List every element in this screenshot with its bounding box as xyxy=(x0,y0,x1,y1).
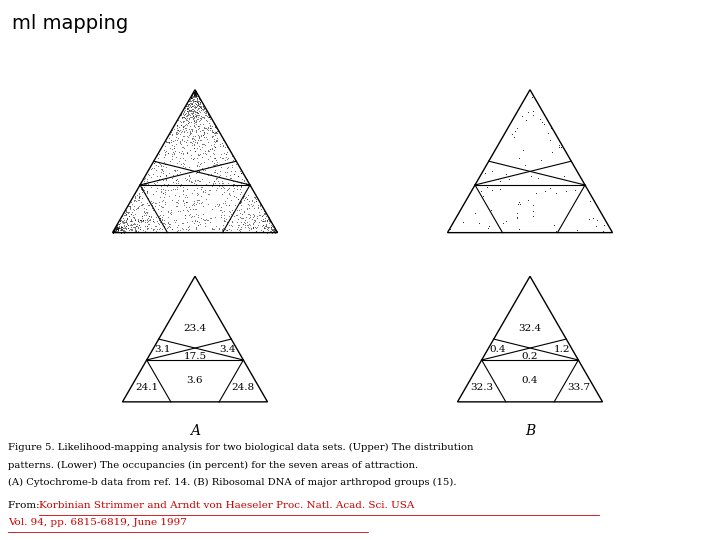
Text: Vol. 94, pp. 6815-6819, June 1997: Vol. 94, pp. 6815-6819, June 1997 xyxy=(8,518,187,527)
Text: 3.6: 3.6 xyxy=(186,376,203,386)
Text: 3.4: 3.4 xyxy=(219,345,235,354)
Text: 23.4: 23.4 xyxy=(184,323,207,333)
Text: 0.4: 0.4 xyxy=(490,345,506,354)
Text: 17.5: 17.5 xyxy=(184,352,207,361)
Text: 33.7: 33.7 xyxy=(567,383,590,393)
Text: A: A xyxy=(190,424,200,438)
Text: 0.4: 0.4 xyxy=(522,376,539,386)
Text: 32.3: 32.3 xyxy=(470,383,493,393)
Text: 0.2: 0.2 xyxy=(522,352,539,361)
Text: ml mapping: ml mapping xyxy=(12,14,128,33)
Text: 24.1: 24.1 xyxy=(135,383,158,393)
Text: 32.4: 32.4 xyxy=(518,323,541,333)
Text: Figure 5. Likelihood-mapping analysis for two biological data sets. (Upper) The : Figure 5. Likelihood-mapping analysis fo… xyxy=(8,443,474,452)
Text: (A) Cytochrome-b data from ref. 14. (B) Ribosomal DNA of major arthropod groups : (A) Cytochrome-b data from ref. 14. (B) … xyxy=(8,478,456,487)
Text: From:: From: xyxy=(8,501,43,510)
Text: patterns. (Lower) The occupancies (in percent) for the seven areas of attraction: patterns. (Lower) The occupancies (in pe… xyxy=(8,461,418,470)
Text: 3.1: 3.1 xyxy=(155,345,171,354)
Text: B: B xyxy=(525,424,535,438)
Text: Korbinian Strimmer and Arndt von Haeseler Proc. Natl. Acad. Sci. USA: Korbinian Strimmer and Arndt von Haesele… xyxy=(39,501,415,510)
Text: 1.2: 1.2 xyxy=(554,345,570,354)
Text: 24.8: 24.8 xyxy=(232,383,255,393)
